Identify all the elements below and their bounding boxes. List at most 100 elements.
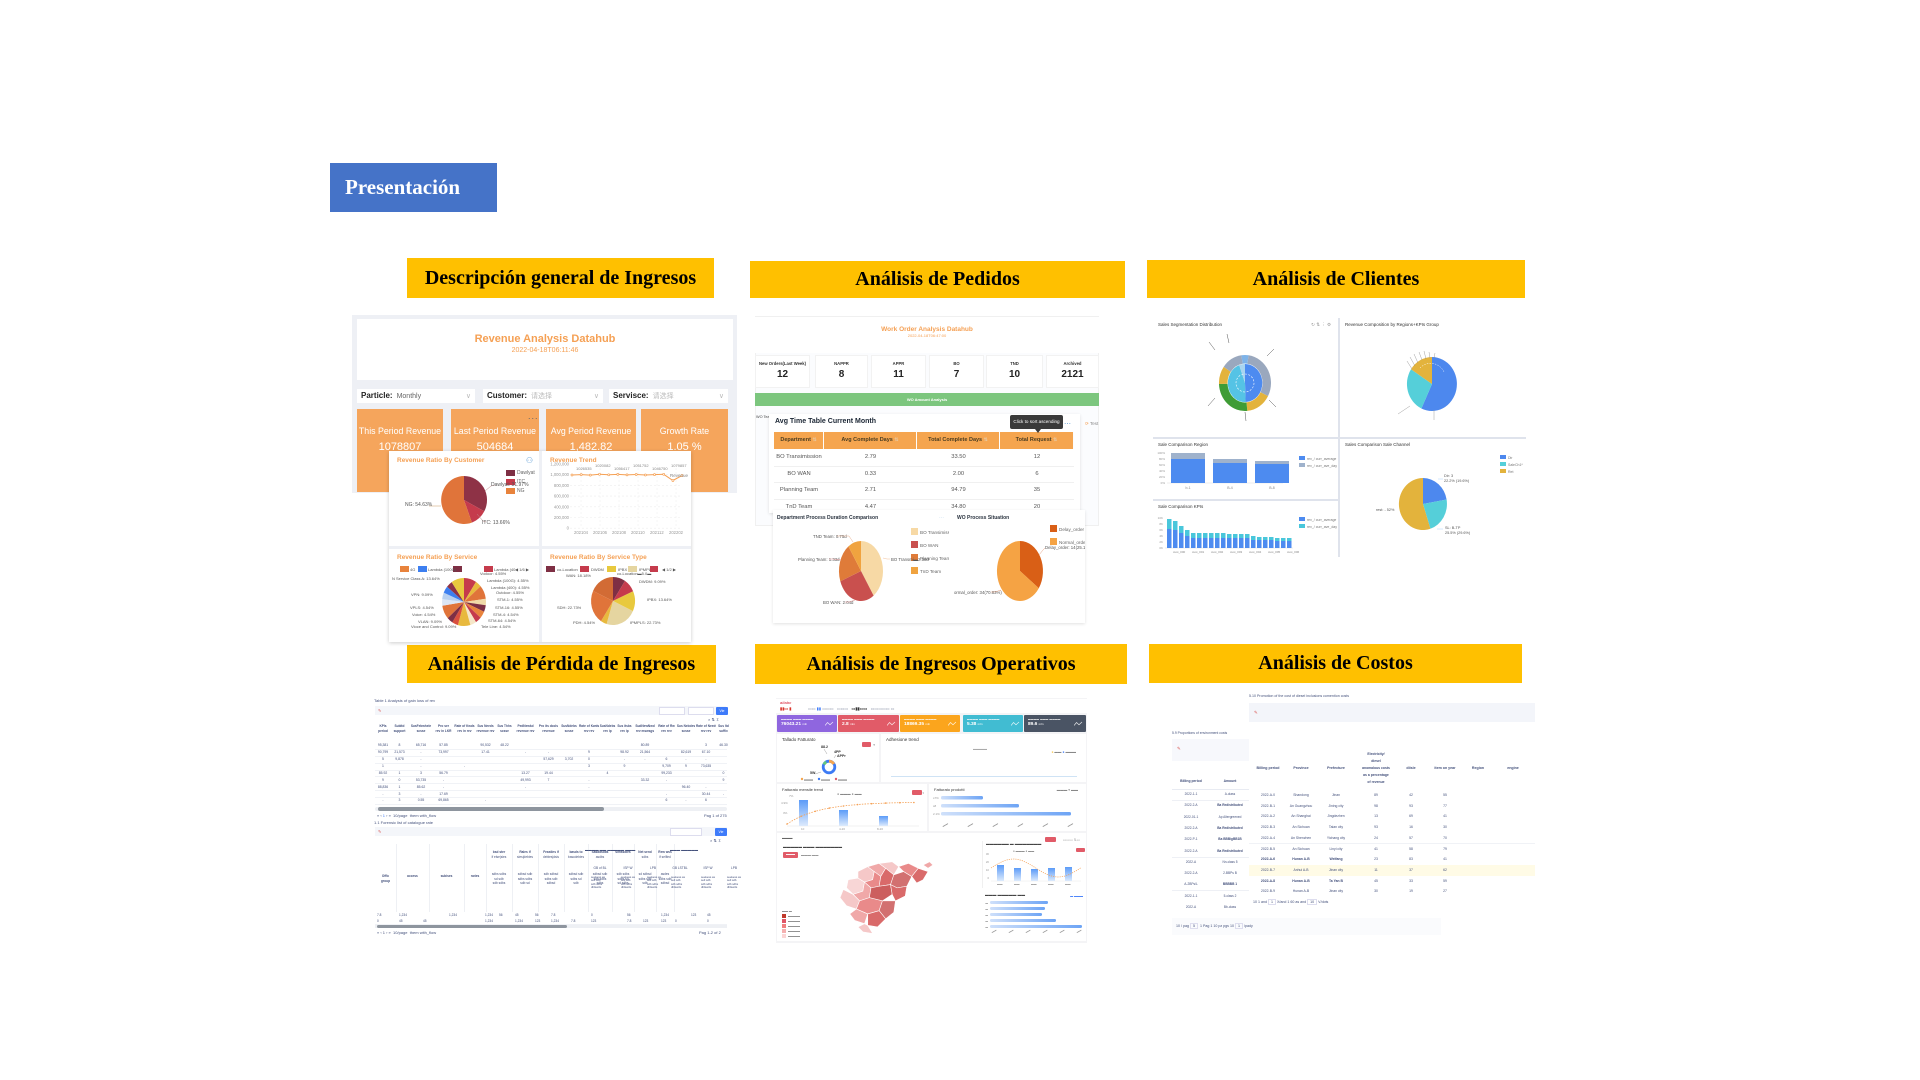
svg-text:▬: ▬ [985,908,988,911]
svg-text:1026535: 1026535 [576,466,592,471]
svg-text:Lambda (100G): Lambda (100G) [428,567,457,572]
svg-text:Ret: Ret [1508,470,1513,474]
svg-text:IPBX: IPBX [618,567,627,572]
svg-text:8K: 8K [1159,522,1163,526]
svg-text:20%: 20% [1159,475,1165,479]
svg-text:60%: 60% [1159,463,1165,467]
svg-text:▬▬: ▬▬ [1025,928,1031,933]
svg-text:1051752: 1051752 [633,463,649,468]
svg-text:cust_006: cust_006 [1287,550,1300,554]
svg-text:88.2: 88.2 [821,745,828,749]
svg-text:Tele Line: 4.54%: Tele Line: 4.54% [481,624,511,629]
svg-text:2.1%: 2.1% [933,812,940,816]
svg-text:1079857: 1079857 [671,463,687,468]
svg-text:▬▬: ▬▬ [992,821,999,827]
svg-text:Delay_order: 14(25.17%): Delay_order: 14(25.17%) [1045,545,1085,550]
svg-text:STM-1: 4.55%: STM-1: 4.55% [497,597,523,602]
svg-text:▬▬: ▬▬ [942,821,949,827]
svg-text:s7%: s7% [933,796,939,800]
svg-text:IPMPLS: 22.73%: IPMPLS: 22.73% [630,620,661,625]
svg-text:202104: 202104 [574,530,589,535]
svg-text:8-20: 8-20 [877,827,883,831]
svg-text:30: 30 [986,852,990,856]
svg-text:APPr: APPr [837,754,846,758]
svg-text:▬▬▬: ▬▬▬ [838,777,847,781]
svg-text:VPN: 9.09%: VPN: 9.09% [411,592,433,597]
svg-text:◀ 1/6 ▶: ◀ 1/6 ▶ [515,567,530,572]
svg-text:▬▬: ▬▬ [1059,928,1065,933]
svg-text:Revenue: Revenue [670,473,689,478]
svg-text:▬: ▬ [985,902,988,905]
svg-text:22.2% (19.6%): 22.2% (19.6%) [1444,479,1470,483]
svg-text:202108: 202108 [612,530,627,535]
svg-text:B-8: B-8 [1269,486,1275,490]
svg-text:100%: 100% [1157,451,1165,455]
svg-text:40%: 40% [1159,469,1165,473]
svg-text:Outdoor: 4.55%: Outdoor: 4.55% [496,590,524,595]
svg-text:80%: 80% [1159,457,1165,461]
svg-text:20: 20 [986,860,990,864]
svg-text:cust_005: cust_005 [1268,550,1281,554]
svg-text:0%: 0% [1161,481,1166,485]
svg-text:▬▬: ▬▬ [1065,882,1071,886]
svg-text:6K: 6K [1159,528,1163,532]
svg-text:VLAN: 9.09%: VLAN: 9.09% [418,619,442,624]
svg-text:▬▬: ▬▬ [1067,821,1074,827]
svg-text:400,000: 400,000 [554,504,570,509]
svg-text:Dir: 3: Dir: 3 [1444,474,1453,478]
svg-text:cust_004: cust_004 [1249,550,1262,554]
svg-text:▬▬: ▬▬ [997,882,1003,886]
svg-text:10: 10 [986,868,990,872]
svg-text:co-Location: co-Location [557,567,578,572]
svg-text:▬▬▬: ▬▬▬ [804,777,813,781]
svg-text:cust_003: cust_003 [1230,550,1243,554]
svg-text:200,000: 200,000 [554,515,570,520]
svg-text:202112: 202112 [650,530,664,535]
svg-text:2K: 2K [1159,540,1163,544]
svg-text:1056417: 1056417 [614,466,630,471]
svg-text:Lambda (40: Lambda (40 [494,567,516,572]
svg-text:25.5% (29.6%): 25.5% (29.6%) [1445,531,1471,535]
svg-text:DWDM: DWDM [591,567,604,572]
svg-text:3%: 3% [783,811,788,815]
svg-text:1,200,000: 1,200,000 [550,462,569,467]
svg-text:▬: ▬ [985,914,988,917]
svg-text:202110: 202110 [631,530,645,535]
svg-text:DWDM: 9.09%: DWDM: 9.09% [639,579,666,584]
svg-text:TND Team: 0.75d: TND Team: 0.75d [813,534,847,539]
svg-text:Dir: Dir [1508,456,1513,460]
svg-text:WAN: 18.18%: WAN: 18.18% [566,573,591,578]
svg-text:N Service Class A: 13.64%: N Service Class A: 13.64% [392,576,440,581]
svg-text:STM-64: 4.54%: STM-64: 4.54% [488,618,516,623]
svg-text:VPLS: 4.54%: VPLS: 4.54% [410,605,434,610]
svg-text:BO WAN: 2.04d: BO WAN: 2.04d [823,600,854,605]
svg-text:600,000: 600,000 [554,494,570,499]
svg-text:10: 10 [801,827,805,831]
svg-text:1046750: 1046750 [652,466,668,471]
svg-text:Planning Team: Planning Team [920,556,949,561]
svg-text:4PP: 4PP [834,750,841,754]
svg-text:rev_/ curr_average: rev_/ curr_average [1307,457,1336,461]
svg-text:7%: 7% [789,794,794,798]
svg-text:BO Transmi▬2.58d: BO Transmi▬2.58d [891,557,929,562]
svg-text:▬▬: ▬▬ [1042,821,1049,827]
svg-text:BO WAN: BO WAN [920,543,938,548]
svg-text:0: 0 [987,876,989,880]
svg-text:TnD Team: TnD Team [920,569,941,574]
svg-text:202202: 202202 [669,530,684,535]
svg-text:▬▬: ▬▬ [1042,928,1048,933]
svg-text:STM-16: 4.55%: STM-16: 4.55% [495,605,523,610]
svg-text:B-4: B-4 [1227,486,1233,490]
svg-text:BO Transimission: BO Transimission [920,530,949,535]
svg-text:Lambda (100G): 4.55%: Lambda (100G): 4.55% [487,578,529,583]
svg-text:cust_001: cust_001 [1192,550,1205,554]
svg-text:SL: B-TP: SL: B-TP [1445,526,1461,530]
svg-text:Planning Team: 1.33d: Planning Team: 1.33d [798,557,840,562]
svg-text:0: 0 [567,526,570,531]
svg-text:▬: ▬ [985,920,988,923]
svg-text:Lambda (400): 4.55%: Lambda (400): 4.55% [491,585,530,590]
svg-text:b-1: b-1 [1185,486,1190,490]
svg-text:rest: - 52%: rest: - 52% [1376,508,1395,512]
svg-text:rev_/ curr_ave_day: rev_/ curr_ave_day [1307,525,1337,529]
svg-text:4K: 4K [1159,534,1163,538]
